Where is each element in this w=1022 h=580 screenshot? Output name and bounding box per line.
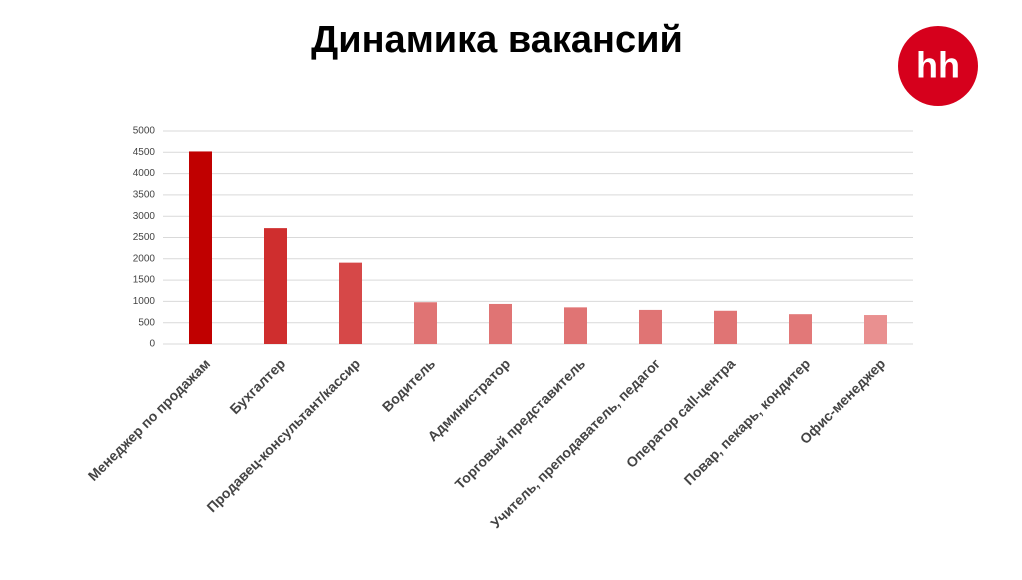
logo-circle [898,26,978,106]
chart-title: Динамика вакансий [311,19,683,61]
bar [339,262,362,344]
bar [864,315,887,344]
y-tick-label: 1000 [133,296,156,307]
y-tick-label: 1500 [133,275,156,286]
y-tick-label: 2500 [133,232,156,243]
bar [489,303,512,344]
y-tick-label: 500 [138,317,155,328]
y-tick-label: 4000 [133,168,156,179]
bar [789,314,812,344]
y-tick-label: 5000 [133,126,156,137]
bar [639,309,662,344]
bar [264,228,287,344]
x-tick-label: Водитель [379,355,439,415]
x-tick-label: Учитель, преподаватель, педагог [487,355,663,531]
x-tick-label: Торговый представитель [452,355,589,492]
x-tick-label: Менеджер по продажам [85,355,214,484]
y-tick-label: 4500 [133,147,156,158]
x-tick-label: Продавец-консультант/кассир [203,355,363,515]
x-tick-label: Администратор [424,355,513,444]
y-tick-label: 0 [149,339,155,350]
x-tick-label: Бухгалтер [226,355,288,417]
y-tick-label: 3500 [133,190,156,201]
x-tick-label: Повар, пекарь, кондитер [681,355,814,488]
bar [414,302,437,344]
bar [714,310,737,344]
y-tick-label: 2000 [133,253,156,264]
bar [564,307,587,344]
bar [189,151,212,344]
y-tick-label: 3000 [133,211,156,222]
logo: hh [916,45,960,86]
